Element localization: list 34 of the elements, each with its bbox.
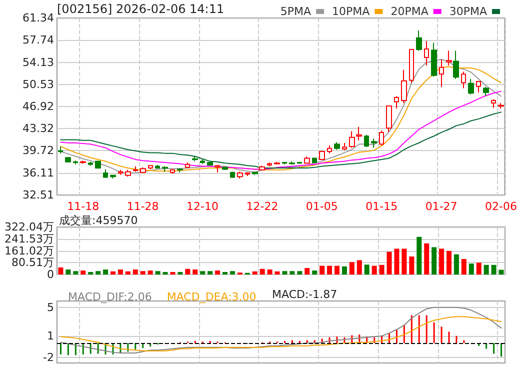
chart-title: [002156] 2026-02-06 14:11 [57,2,224,16]
y-tick-label: 43.32 [22,122,54,136]
y-tick-label: 36.11 [22,166,54,180]
y-tick-label: 32.51 [22,188,54,202]
x-tick-label: 01-05 [306,200,338,213]
legend-label: 5PMA [280,5,312,18]
x-tick-label: 01-27 [425,200,458,213]
y-tick-label: 322.04万 [4,220,54,234]
x-tick-label: 01-15 [366,200,398,213]
x-tick-label: 11-28 [126,200,159,213]
text: MACD_DEA:3.00 [166,290,256,304]
y-tick-label: 241.53万 [4,232,54,246]
legend-label: 30PMA [449,5,488,18]
y-tick-label: 161.02万 [4,244,54,258]
y-tick-label: 50.53 [22,78,54,91]
y-tick-label: 0 [47,268,54,281]
y-tick-label: 1 [47,329,54,342]
x-tick-label: 11-18 [67,200,100,213]
y-tick-label: 57.74 [22,34,54,47]
text: MACD_DIF:2.06 [68,290,152,304]
y-tick-label: 61.34 [22,12,54,24]
y-tick-label: -2 [43,350,54,364]
y-tick-label: 80.51万 [12,256,54,270]
x-tick-label: 12-22 [246,200,278,213]
legend-label: 20PMA [390,5,429,18]
y-tick-label: 5 [47,300,54,314]
text: 成交量:459570 [59,214,138,227]
legend-label: 10PMA [332,5,370,18]
y-tick-label: 54.13 [22,56,54,69]
x-tick-label: 12-10 [186,200,219,213]
y-tick-label: 39.72 [22,144,54,158]
x-tick-label: 02-06 [485,200,518,213]
text: MACD:-1.87 [272,288,338,301]
y-tick-label: 46.92 [22,100,54,114]
